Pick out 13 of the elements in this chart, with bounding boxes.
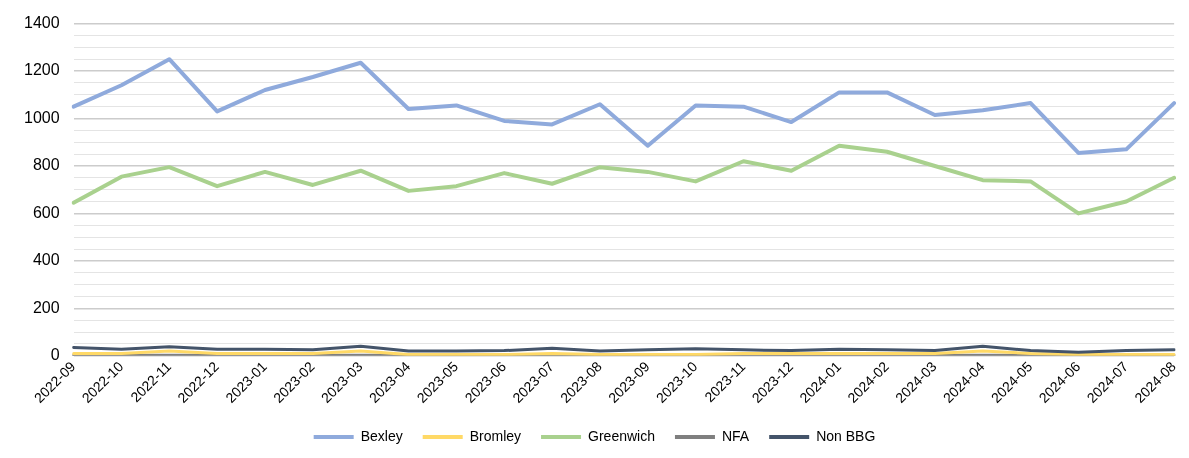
legend-label: Greenwich [588,427,655,444]
y-tick-label: 1200 [24,61,60,79]
legend-label: Bexley [360,427,403,444]
y-tick-label: 800 [32,156,60,174]
y-tick-label: 1400 [24,14,60,32]
legend-label: Non BBG [816,427,876,444]
y-tick-label: 400 [32,251,60,269]
y-tick-label: 1000 [24,108,60,126]
y-tick-label: 200 [32,298,60,316]
y-tick-label: 0 [50,346,60,364]
legend-label: Bromley [469,427,522,444]
y-tick-label: 600 [32,203,60,221]
legend-label: NFA [721,427,750,444]
